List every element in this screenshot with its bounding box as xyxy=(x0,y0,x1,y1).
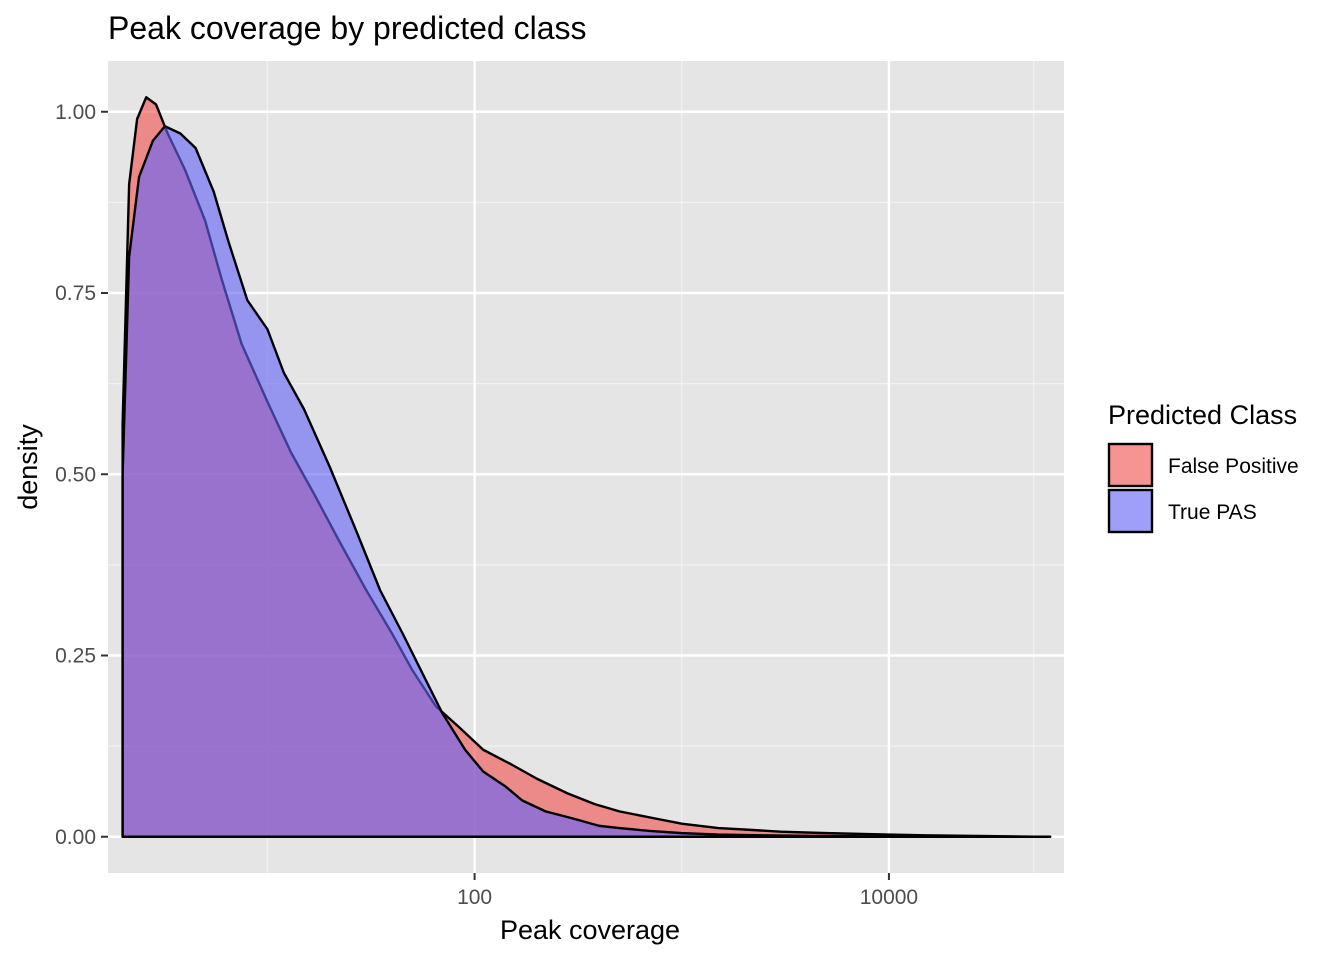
legend-key-false-positive xyxy=(1107,442,1154,488)
x-tick-label: 100 xyxy=(457,886,492,909)
y-tick-label: 0.25 xyxy=(55,645,96,668)
legend-label: True PAS xyxy=(1168,501,1257,524)
legend-title: Predicted Class xyxy=(1108,400,1297,430)
y-tick-label: 0.00 xyxy=(55,826,96,849)
legend-key-true-pas xyxy=(1107,488,1154,534)
legend: Predicted Class False Positive True PAS xyxy=(1107,400,1299,534)
x-axis-title: Peak coverage xyxy=(500,915,680,945)
y-axis: 0.00 0.25 0.50 0.75 1.00 xyxy=(55,101,108,849)
x-axis: 100 10000 xyxy=(457,873,918,909)
y-tick-label: 1.00 xyxy=(55,101,96,124)
chart-title: Peak coverage by predicted class xyxy=(108,10,586,46)
x-tick-label: 10000 xyxy=(860,886,918,909)
y-tick-label: 0.50 xyxy=(55,463,96,486)
legend-label: False Positive xyxy=(1168,455,1299,478)
y-tick-label: 0.75 xyxy=(55,282,96,305)
density-series xyxy=(121,96,1052,838)
density-area-true-pas xyxy=(121,125,1052,838)
y-axis-title: density xyxy=(13,424,43,510)
